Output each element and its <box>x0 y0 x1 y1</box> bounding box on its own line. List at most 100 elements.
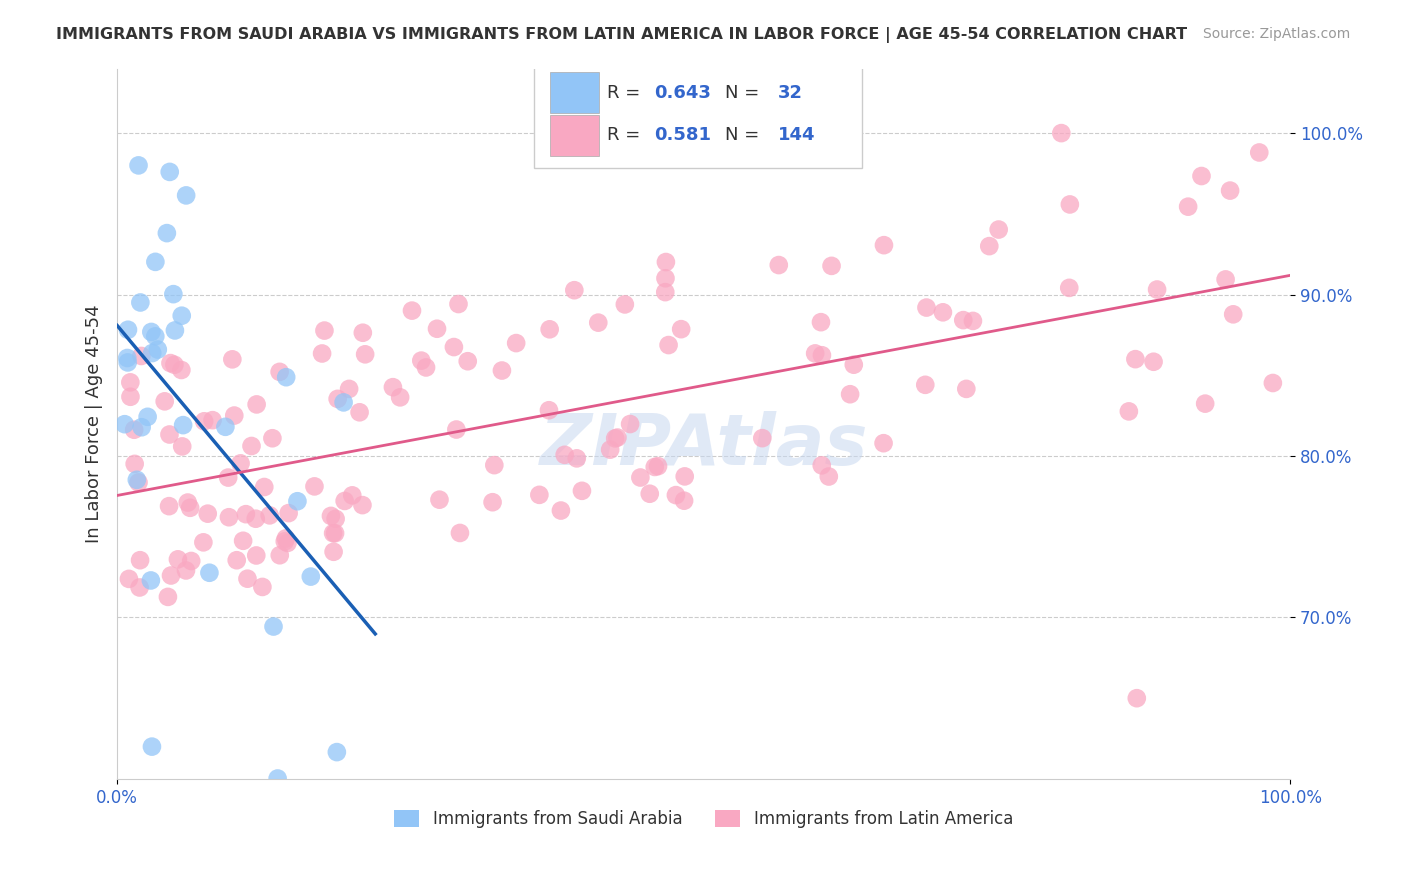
Point <box>1126 691 1149 706</box>
Text: N =: N = <box>724 84 765 102</box>
Point <box>537 403 560 417</box>
Text: R =: R = <box>607 127 647 145</box>
Text: Source: ZipAtlas.com: Source: ZipAtlas.com <box>1202 27 1350 41</box>
Point <box>156 590 179 604</box>
Point <box>131 349 153 363</box>
Point <box>124 457 146 471</box>
Point <box>429 492 451 507</box>
Point <box>319 508 342 523</box>
Point <box>299 569 322 583</box>
Point <box>236 572 259 586</box>
Point <box>170 363 193 377</box>
Point <box>232 533 254 548</box>
Point <box>654 285 676 299</box>
Point <box>253 480 276 494</box>
Point <box>323 526 346 541</box>
Point <box>235 507 257 521</box>
Point <box>167 552 190 566</box>
Point <box>1142 355 1164 369</box>
Point <box>217 470 239 484</box>
FancyBboxPatch shape <box>534 58 862 168</box>
Point <box>287 494 309 508</box>
Point <box>245 512 267 526</box>
Point <box>120 376 142 390</box>
Point <box>259 508 281 523</box>
Point <box>139 574 162 588</box>
Point <box>1050 126 1073 140</box>
Point <box>1177 200 1199 214</box>
Point <box>118 572 141 586</box>
Point <box>125 473 148 487</box>
Point <box>505 336 527 351</box>
Point <box>276 370 298 384</box>
Point <box>224 409 246 423</box>
Point <box>1261 376 1284 390</box>
Point <box>443 340 465 354</box>
Point <box>193 414 215 428</box>
Text: 32: 32 <box>778 84 803 102</box>
Point <box>141 739 163 754</box>
Point <box>669 322 692 336</box>
Point <box>619 417 641 431</box>
Point <box>117 355 139 369</box>
Point <box>221 352 243 367</box>
Point <box>673 469 696 483</box>
Point <box>606 431 628 445</box>
Point <box>1191 169 1213 183</box>
Point <box>1118 404 1140 418</box>
Point <box>246 397 269 411</box>
Point <box>162 287 184 301</box>
Point <box>322 526 344 541</box>
Point <box>529 488 551 502</box>
Point <box>332 395 354 409</box>
Point <box>565 451 588 466</box>
Point <box>322 545 344 559</box>
Text: N =: N = <box>724 127 765 145</box>
Point <box>538 322 561 336</box>
Point <box>839 387 862 401</box>
Point <box>333 494 356 508</box>
Point <box>266 772 288 786</box>
Point <box>128 581 150 595</box>
Point <box>157 499 180 513</box>
Point <box>160 568 183 582</box>
Point <box>932 305 955 319</box>
Point <box>172 418 194 433</box>
Point <box>304 479 326 493</box>
Point <box>177 495 200 509</box>
Point <box>170 309 193 323</box>
Point <box>274 532 297 546</box>
Point <box>952 313 974 327</box>
Point <box>128 475 150 490</box>
Text: 144: 144 <box>778 127 815 145</box>
Point <box>1059 197 1081 211</box>
Point <box>768 258 790 272</box>
Point <box>325 512 347 526</box>
Point <box>180 554 202 568</box>
FancyBboxPatch shape <box>550 72 599 113</box>
Y-axis label: In Labor Force | Age 45-54: In Labor Force | Age 45-54 <box>86 304 103 543</box>
Point <box>263 619 285 633</box>
Text: ZIPAtlas: ZIPAtlas <box>540 410 868 480</box>
Point <box>314 324 336 338</box>
Point <box>311 346 333 360</box>
Point <box>842 358 865 372</box>
Point <box>654 271 676 285</box>
Point <box>245 549 267 563</box>
Point <box>914 377 936 392</box>
Text: IMMIGRANTS FROM SAUDI ARABIA VS IMMIGRANTS FROM LATIN AMERICA IN LABOR FORCE | A: IMMIGRANTS FROM SAUDI ARABIA VS IMMIGRAN… <box>56 27 1187 43</box>
Point <box>145 255 167 269</box>
Point <box>117 351 139 365</box>
Point <box>820 259 842 273</box>
Point <box>426 322 449 336</box>
Legend: Immigrants from Saudi Arabia, Immigrants from Latin America: Immigrants from Saudi Arabia, Immigrants… <box>388 803 1019 835</box>
Point <box>1219 184 1241 198</box>
Point <box>156 226 179 240</box>
Point <box>381 380 404 394</box>
Point <box>153 394 176 409</box>
Point <box>411 353 433 368</box>
Point <box>146 343 169 357</box>
Point <box>449 525 471 540</box>
Point <box>269 365 291 379</box>
Point <box>349 405 371 419</box>
